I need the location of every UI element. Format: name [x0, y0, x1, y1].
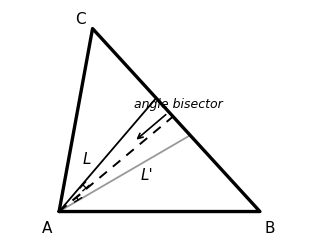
Text: C: C	[75, 12, 86, 27]
Text: L': L'	[140, 168, 153, 182]
Text: A: A	[42, 220, 52, 236]
Text: B: B	[264, 220, 275, 236]
Text: L: L	[83, 151, 92, 166]
Text: angle bisector: angle bisector	[134, 98, 223, 139]
